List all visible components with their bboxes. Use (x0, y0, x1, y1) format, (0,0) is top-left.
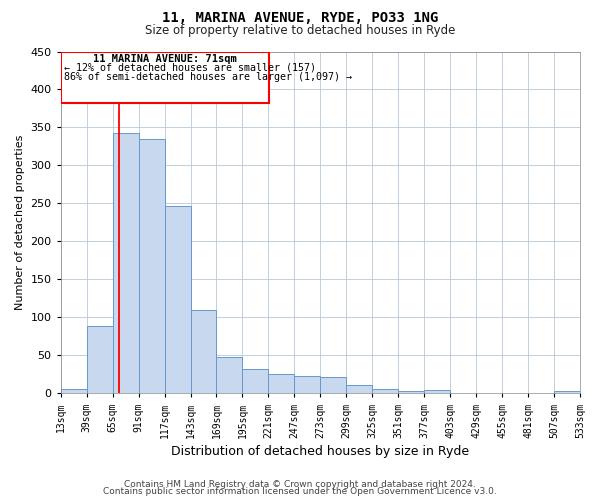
Bar (164, 206, 191, 394)
Bar (320, 378, 346, 394)
FancyBboxPatch shape (61, 52, 269, 103)
Bar (398, 391, 424, 394)
Text: ← 12% of detached houses are smaller (157): ← 12% of detached houses are smaller (15… (64, 62, 316, 72)
Text: 86% of semi-detached houses are larger (1,097) →: 86% of semi-detached houses are larger (… (64, 72, 352, 82)
Text: Size of property relative to detached houses in Ryde: Size of property relative to detached ho… (145, 24, 455, 37)
Y-axis label: Number of detached properties: Number of detached properties (15, 134, 25, 310)
Bar (61, 390, 86, 394)
Text: 11, MARINA AVENUE, RYDE, PO33 1NG: 11, MARINA AVENUE, RYDE, PO33 1NG (162, 11, 438, 25)
Bar (268, 374, 295, 394)
Text: 11 MARINA AVENUE: 71sqm: 11 MARINA AVENUE: 71sqm (93, 54, 237, 64)
Bar (554, 391, 580, 394)
Bar (217, 357, 242, 394)
Bar (346, 385, 372, 394)
Bar (424, 390, 450, 394)
Bar (450, 392, 476, 394)
Bar (113, 133, 139, 394)
Text: Contains HM Land Registry data © Crown copyright and database right 2024.: Contains HM Land Registry data © Crown c… (124, 480, 476, 489)
Bar (86, 326, 113, 394)
Bar (502, 392, 528, 394)
Bar (295, 376, 320, 394)
Bar (242, 369, 268, 394)
Bar (191, 310, 217, 394)
Bar (139, 139, 164, 394)
X-axis label: Distribution of detached houses by size in Ryde: Distribution of detached houses by size … (171, 444, 469, 458)
Text: Contains public sector information licensed under the Open Government Licence v3: Contains public sector information licen… (103, 487, 497, 496)
Bar (372, 390, 398, 394)
